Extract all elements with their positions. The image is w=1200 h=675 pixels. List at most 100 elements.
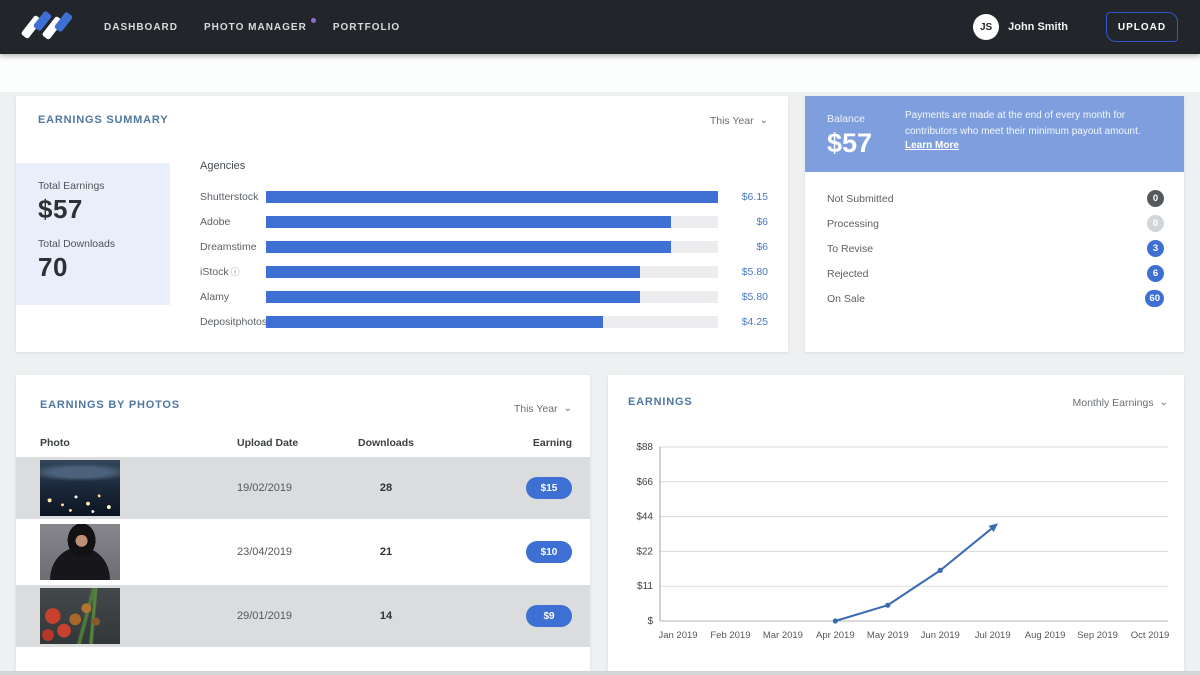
svg-text:$44: $44 (636, 512, 653, 523)
user-name[interactable]: John Smith (1008, 21, 1068, 33)
bar (266, 191, 718, 203)
summary-period-filter[interactable]: This Year ⌄ (710, 115, 768, 127)
agency-label: Shutterstock (200, 191, 266, 203)
total-downloads-label: Total Downloads (38, 238, 170, 250)
totals-panel: Total Earnings $57 Total Downloads 70 (16, 163, 170, 305)
bar (266, 266, 640, 278)
earnings-chart-card: EARNINGS Monthly Earnings ⌄ $$11$22$44$6… (608, 375, 1184, 675)
table-body: 19/02/2019 28 $15 23/04/2019 21 $10 29/0… (16, 457, 590, 649)
agency-value: $4.25 (732, 316, 768, 328)
column-header-downloads: Downloads (356, 437, 416, 449)
bar (266, 216, 671, 228)
total-earnings-label: Total Earnings (38, 180, 170, 192)
info-icon[interactable]: ⓘ (231, 267, 240, 277)
table-header: Photo Upload Date Downloads Earning (16, 437, 590, 457)
logo-stroke (54, 11, 73, 32)
agency-value: $6 (732, 241, 768, 253)
svg-text:$11: $11 (637, 581, 653, 592)
agency-row: Dreamstime $6 (200, 234, 768, 259)
svg-text:$88: $88 (636, 442, 653, 453)
status-row-processing[interactable]: Processing 0 (827, 211, 1164, 236)
status-list: Not Submitted 0 Processing 0 To Revise 3… (827, 186, 1164, 311)
nav-right: JS John Smith UPLOAD (973, 12, 1178, 42)
bar-track (266, 291, 718, 303)
earnings-summary-title: EARNINGS SUMMARY (38, 114, 168, 126)
chevron-down-icon: ⌄ (564, 403, 572, 415)
status-count-badge: 60 (1145, 290, 1164, 307)
agency-row: Adobe $6 (200, 209, 768, 234)
svg-text:$22: $22 (636, 546, 653, 557)
photos-card-title: EARNINGS BY PHOTOS (40, 399, 180, 411)
earning-badge: $10 (526, 541, 572, 563)
photos-period-filter[interactable]: This Year ⌄ (514, 403, 572, 415)
agency-label: Dreamstime (200, 241, 266, 253)
svg-text:Apr 2019: Apr 2019 (816, 630, 855, 641)
status-row-not-submitted[interactable]: Not Submitted 0 (827, 186, 1164, 211)
agency-value: $6 (732, 216, 768, 228)
avatar[interactable]: JS (973, 14, 999, 40)
chart-period-filter[interactable]: Monthly Earnings ⌄ (1072, 397, 1168, 409)
nav-item-portfolio[interactable]: PORTFOLIO (333, 22, 400, 33)
status-label: Not Submitted (827, 193, 894, 205)
svg-text:Jan 2019: Jan 2019 (658, 630, 697, 641)
photo-thumbnail-tomatoes[interactable] (40, 588, 120, 644)
svg-text:Sep 2019: Sep 2019 (1077, 630, 1118, 641)
bar-track (266, 316, 718, 328)
notification-dot (311, 18, 316, 23)
upload-date: 29/01/2019 (237, 610, 292, 622)
upload-date: 23/04/2019 (237, 546, 292, 558)
status-row-to-revise[interactable]: To Revise 3 (827, 236, 1164, 261)
nav-item-dashboard[interactable]: DASHBOARD (104, 22, 178, 33)
svg-text:Jul 2019: Jul 2019 (975, 630, 1011, 641)
svg-text:Aug 2019: Aug 2019 (1025, 630, 1066, 641)
bar-track (266, 241, 718, 253)
agency-label: Alamy (200, 291, 266, 303)
nav-item-photo-manager[interactable]: PHOTO MANAGER (204, 22, 307, 33)
brand-logo[interactable] (24, 9, 76, 45)
svg-text:Oct 2019: Oct 2019 (1131, 630, 1170, 641)
top-nav: DASHBOARD PHOTO MANAGER PORTFOLIO JS Joh… (0, 0, 1200, 54)
earnings-by-photos-card: EARNINGS BY PHOTOS This Year ⌄ Photo Upl… (16, 375, 590, 675)
bar-track (266, 216, 718, 228)
filter-value: Monthly Earnings (1072, 397, 1153, 409)
table-row[interactable]: 19/02/2019 28 $15 (16, 457, 590, 519)
table-row[interactable]: 29/01/2019 14 $9 (16, 585, 590, 647)
table-row[interactable]: 23/04/2019 21 $10 (16, 521, 590, 583)
column-header-photo: Photo (40, 437, 70, 449)
status-count-badge: 3 (1147, 240, 1164, 257)
status-count-badge: 6 (1147, 265, 1164, 282)
agency-row: Shutterstock $6.15 (200, 184, 768, 209)
learn-more-link[interactable]: Learn More (905, 140, 959, 151)
downloads-count: 14 (356, 610, 416, 622)
status-row-rejected[interactable]: Rejected 6 (827, 261, 1164, 286)
upload-date: 19/02/2019 (237, 482, 292, 494)
status-label: Processing (827, 218, 879, 230)
status-count-badge: 0 (1147, 215, 1164, 232)
bar (266, 241, 671, 253)
nav-menu: DASHBOARD PHOTO MANAGER PORTFOLIO (104, 22, 400, 33)
svg-text:Mar 2019: Mar 2019 (763, 630, 803, 641)
bar-track (266, 191, 718, 203)
balance-banner: Balance $57 Payments are made at the end… (805, 96, 1184, 172)
agencies-bar-chart: Agencies Shutterstock $6.15 Adobe $6 Dre… (200, 160, 768, 334)
chevron-down-icon: ⌄ (1160, 397, 1168, 409)
svg-text:$66: $66 (636, 477, 653, 488)
total-downloads-value: 70 (38, 252, 170, 283)
status-row-on-sale[interactable]: On Sale 60 (827, 286, 1164, 311)
photo-thumbnail-night-cityscape[interactable] (40, 460, 120, 516)
monthly-earnings-line-chart: $$11$22$44$66$88Jan 2019Feb 2019Mar 2019… (618, 427, 1178, 659)
earning-badge: $9 (526, 605, 572, 627)
chevron-down-icon: ⌄ (760, 115, 768, 127)
svg-text:Feb 2019: Feb 2019 (710, 630, 750, 641)
bar (266, 316, 603, 328)
status-count-badge: 0 (1147, 190, 1164, 207)
status-label: Rejected (827, 268, 868, 280)
downloads-count: 21 (356, 546, 416, 558)
earnings-chart-title: EARNINGS (628, 396, 692, 408)
upload-button[interactable]: UPLOAD (1106, 12, 1178, 42)
agency-value: $5.80 (732, 291, 768, 303)
photo-thumbnail-hijab-portrait[interactable] (40, 524, 120, 580)
page-bottom-edge (0, 671, 1200, 675)
page-header-strip (0, 54, 1200, 92)
column-header-upload-date: Upload Date (237, 437, 298, 449)
